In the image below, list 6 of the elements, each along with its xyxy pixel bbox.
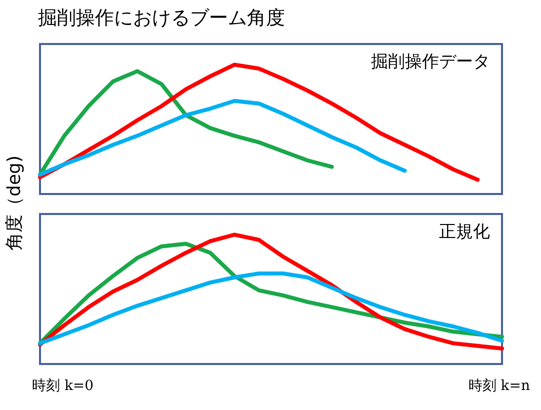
chart-title: 掘削操作におけるブーム角度 [38, 7, 285, 29]
annotation: 掘削操作データ [371, 52, 490, 72]
text: 時刻 k=n [468, 378, 530, 394]
y-axis-title: 角度（deg) [4, 156, 25, 250]
text: 時刻 k=0 [32, 378, 94, 394]
annotation: 正規化 [439, 222, 490, 242]
